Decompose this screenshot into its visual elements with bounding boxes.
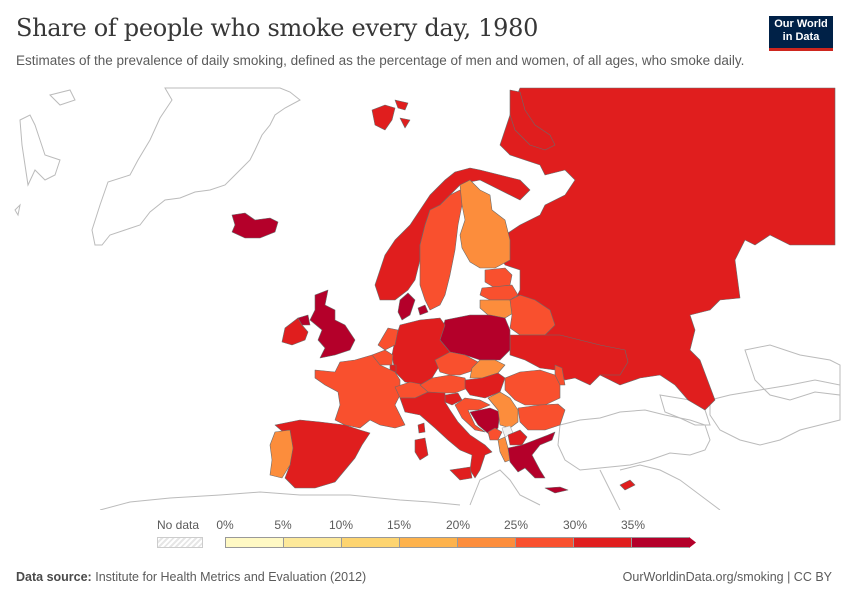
legend-no-data-swatch[interactable] <box>157 537 203 548</box>
country-montenegro[interactable] <box>487 427 503 441</box>
chart-subtitle: Estimates of the prevalence of daily smo… <box>16 53 745 68</box>
country-greece[interactable] <box>507 431 556 479</box>
island-sicily[interactable] <box>449 466 473 481</box>
legend-tick-15: 15% <box>386 518 412 532</box>
country-ukraine[interactable] <box>509 334 629 386</box>
chart-title: Share of people who smoke every day, 198… <box>16 14 539 42</box>
region-northern-ireland[interactable] <box>297 314 311 326</box>
country-sweden[interactable] <box>419 189 471 311</box>
legend-no-data-label: No data <box>157 518 200 532</box>
data-source: Data source: Institute for Health Metric… <box>16 570 366 584</box>
country-bulgaria[interactable] <box>517 403 566 431</box>
country-croatia[interactable] <box>454 397 491 433</box>
legend-tick-25: 25% <box>503 518 529 532</box>
legend-tick-0: 0% <box>216 518 234 532</box>
country-united-kingdom[interactable] <box>309 289 356 359</box>
data-source-label: Data source: <box>16 570 92 584</box>
island-novaya-zemlya[interactable] <box>509 89 556 151</box>
country-bosnia-herzegovina[interactable] <box>469 407 501 436</box>
legend-bin-15-20[interactable] <box>399 537 457 548</box>
country-iceland[interactable] <box>231 212 279 239</box>
legend-bin-30-35[interactable] <box>573 537 631 548</box>
country-turkey[interactable] <box>557 409 711 471</box>
country-denmark[interactable] <box>397 292 429 321</box>
legend-color-scale <box>225 537 697 549</box>
country-serbia[interactable] <box>487 391 519 429</box>
island-svalbard[interactable] <box>371 99 411 131</box>
legend-tick-30: 30% <box>562 518 588 532</box>
island-sardinia[interactable] <box>414 437 429 461</box>
country-germany[interactable] <box>391 317 451 386</box>
source-url[interactable]: OurWorldinData.org/smoking | CC BY <box>622 570 832 584</box>
logo-line-1: Our World <box>774 18 828 30</box>
country-estonia[interactable] <box>484 267 513 289</box>
country-finland[interactable] <box>459 179 511 269</box>
country-shapes <box>231 87 836 494</box>
legend-bin-20-25[interactable] <box>457 537 515 548</box>
legend-tick-10: 10% <box>328 518 354 532</box>
country-greenland[interactable] <box>91 87 301 246</box>
island-corsica[interactable] <box>417 422 426 434</box>
country-belarus[interactable] <box>509 294 556 336</box>
legend-bin-0-5[interactable] <box>225 537 283 548</box>
country-romania[interactable] <box>504 369 561 406</box>
logo-line-2: in Data <box>782 31 820 43</box>
legend-tick-35: 35% <box>620 518 646 532</box>
legend-bin-35-plus[interactable] <box>631 537 689 548</box>
choropleth-map <box>14 87 841 510</box>
island-crete[interactable] <box>544 486 569 494</box>
legend-bin-10-15[interactable] <box>341 537 399 548</box>
country-netherlands[interactable] <box>377 327 399 351</box>
owid-logo[interactable]: Our World in Data <box>769 16 833 51</box>
country-france[interactable] <box>314 354 406 429</box>
legend-arrow-icon <box>689 537 696 548</box>
country-portugal[interactable] <box>269 429 294 479</box>
legend-tick-5: 5% <box>274 518 292 532</box>
legend-bin-5-10[interactable] <box>283 537 341 548</box>
country-cyprus[interactable] <box>619 479 636 491</box>
country-italy[interactable] <box>399 391 493 479</box>
legend-bin-25-30[interactable] <box>515 537 573 548</box>
data-source-text[interactable]: Institute for Health Metrics and Evaluat… <box>95 570 367 584</box>
legend-tick-20: 20% <box>445 518 471 532</box>
country-north-macedonia[interactable] <box>507 429 528 446</box>
country-latvia[interactable] <box>479 284 519 301</box>
